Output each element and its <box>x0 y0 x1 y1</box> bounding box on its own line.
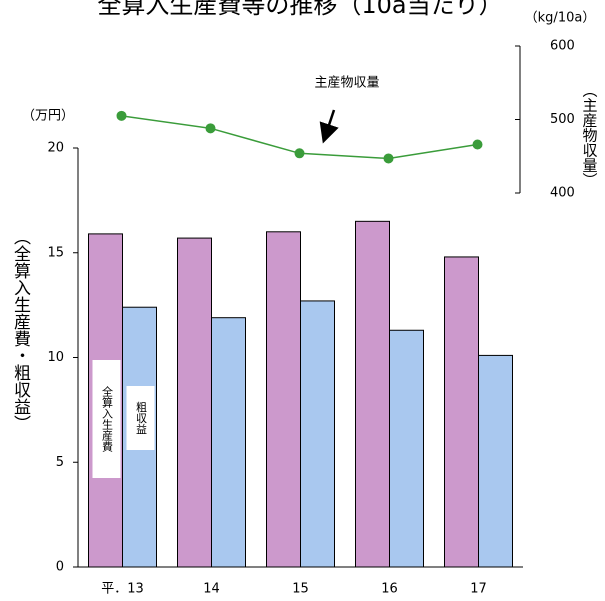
x-tick-label: 平．13 <box>101 582 144 597</box>
bar <box>266 231 301 568</box>
x-tick-label: 16 <box>381 582 398 597</box>
x-tick-label: 17 <box>470 582 487 597</box>
y-tick-label: 20 <box>47 141 64 156</box>
bar <box>177 237 212 568</box>
legend-label: 全算入生産費 <box>101 385 114 452</box>
y2-tick-label: 600 <box>550 39 575 54</box>
x-tick-label: 15 <box>292 582 309 597</box>
x-tick-label: 14 <box>203 582 220 597</box>
y2-unit: （kg/10a） <box>525 11 596 26</box>
y-unit: （万円） <box>22 109 74 124</box>
bar <box>444 256 479 568</box>
line-point <box>294 148 305 159</box>
y-tick-label: 10 <box>47 350 64 365</box>
y2-tick-label: 400 <box>550 186 575 201</box>
y-tick-label: 0 <box>56 560 64 575</box>
line-point <box>205 123 216 134</box>
y2-tick-label: 500 <box>550 112 575 127</box>
chart-title: 全算入生産費等の推移（10a当たり） <box>97 0 502 19</box>
legend-box <box>92 360 121 478</box>
bar <box>300 300 335 568</box>
y-tick-label: 5 <box>56 455 64 470</box>
line-point <box>383 153 394 164</box>
y2-label: （主産物収量） <box>581 83 599 188</box>
legend-label: 粗収益 <box>135 401 148 434</box>
bar <box>478 354 513 568</box>
y-label: （全算入生産費・粗収益） <box>10 228 31 432</box>
line-point <box>116 110 127 121</box>
legend-box <box>126 386 155 450</box>
y-tick-label: 15 <box>47 245 64 260</box>
bar <box>389 329 424 568</box>
annotation: 主産物収量 <box>314 75 379 91</box>
bar <box>355 220 390 568</box>
bar <box>211 317 246 568</box>
line-point <box>472 139 483 150</box>
annotation-arrow <box>319 109 339 144</box>
